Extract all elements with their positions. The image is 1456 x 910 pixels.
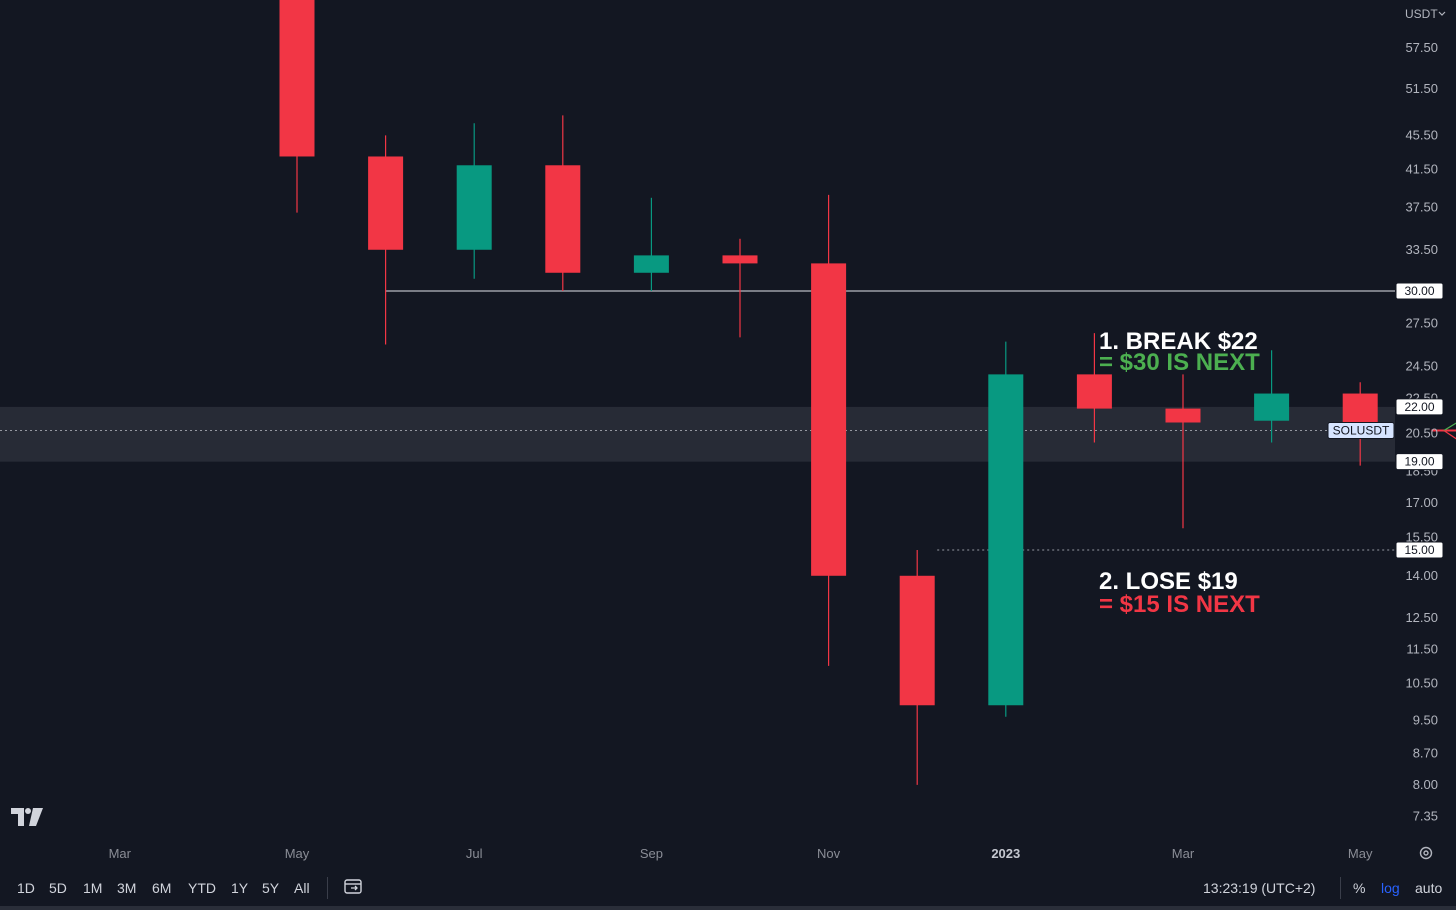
candle-2023-02[interactable] — [1076, 333, 1112, 443]
symbol-price-tag-text: SOLUSDT — [1333, 424, 1390, 438]
price-tag-30-text: 30.00 — [1404, 284, 1434, 298]
candle-2022-08[interactable] — [545, 115, 581, 291]
candle-2022-07[interactable] — [456, 123, 492, 279]
price-tick-label: 20.50 — [1405, 425, 1438, 440]
price-tick-label: 24.50 — [1405, 359, 1438, 374]
range-button-3m[interactable]: 3M — [117, 880, 137, 896]
annotation-break-line2: = $30 IS NEXT — [1099, 349, 1260, 376]
candle-body — [279, 0, 315, 157]
time-tick-label: Mar — [109, 846, 132, 861]
candle-2023-04[interactable] — [1254, 350, 1290, 443]
annotation-lose-line1: 2. LOSE $19 — [1099, 568, 1238, 595]
candle-2022-12[interactable] — [899, 550, 935, 785]
price-tick-label: 8.70 — [1413, 746, 1438, 761]
zone-rect — [0, 406, 1395, 462]
candle-2023-03[interactable] — [1165, 374, 1201, 529]
price-tick-label: 45.50 — [1405, 127, 1438, 142]
annotation-break-line1: 1. BREAK $22 — [1099, 328, 1258, 355]
price-axis[interactable]: 57.50 51.50 45.50 41.50 37.50 33.50 27.50 24.50… — [1327, 40, 1444, 824]
range-button-6m[interactable]: 6M — [152, 880, 172, 896]
toolbar-divider — [327, 877, 328, 899]
price-tag-30[interactable]: 30.00 — [1395, 282, 1444, 300]
price-tag-19-text: 19.00 — [1404, 455, 1434, 469]
time-tick-label: Mar — [1172, 846, 1195, 861]
bullish-scenario-path — [1443, 422, 1456, 432]
time-tick-label: Sep — [640, 846, 663, 861]
price-tick-label: 15.50 — [1405, 530, 1438, 545]
candle-2022-05[interactable] — [279, 0, 315, 213]
candle-2022-06[interactable] — [368, 135, 404, 345]
auto-scale-toggle[interactable]: auto — [1415, 880, 1443, 896]
time-axis[interactable]: Nov2022MarMayJulSepNov2023MarMayJulSepNo… — [0, 846, 1456, 861]
price-tick-label: 8.00 — [1413, 777, 1438, 792]
price-tick-label: 11.50 — [1406, 641, 1438, 656]
candle-2023-01[interactable] — [988, 341, 1024, 717]
candle-body — [899, 575, 935, 706]
candle-body — [368, 156, 404, 250]
candle-body — [988, 374, 1024, 706]
candle-body — [1165, 408, 1201, 423]
price-tick-label: 57.50 — [1405, 40, 1438, 55]
toolbar-divider — [1340, 877, 1341, 899]
price-tag-19[interactable]: 19.00 — [1395, 453, 1444, 471]
candle-body — [456, 165, 492, 250]
currency-label[interactable]: USDT — [1405, 7, 1438, 21]
candles-layer — [279, 0, 1456, 785]
time-tick-label: Nov — [817, 846, 841, 861]
candle-body — [1254, 393, 1290, 421]
bottom-border — [0, 906, 1456, 910]
gear-icon[interactable] — [1418, 845, 1434, 861]
clock-display[interactable]: 13:23:19 (UTC+2) — [1203, 880, 1316, 896]
chevron-down-icon[interactable] — [1438, 11, 1446, 16]
candle-body — [811, 263, 847, 576]
price-tick-label: 41.50 — [1405, 162, 1438, 177]
range-button-5d[interactable]: 5D — [49, 880, 67, 896]
price-tick-label: 37.50 — [1405, 200, 1438, 215]
time-tick-label: 2023 — [991, 846, 1020, 861]
price-tick-label: 12.50 — [1405, 610, 1438, 625]
price-tick-label: 17.00 — [1405, 495, 1438, 510]
time-tick-label: May — [285, 846, 310, 861]
range-button-all[interactable]: All — [294, 880, 310, 896]
candle-2022-11[interactable] — [811, 194, 847, 666]
calendar-goto-icon[interactable] — [344, 878, 362, 894]
price-tick-label: 51.50 — [1405, 81, 1438, 96]
candle-2022-09[interactable] — [633, 197, 669, 291]
price-tick-label: 9.50 — [1413, 713, 1438, 728]
support-resistance-zone-layer — [0, 406, 1395, 462]
bottom-toolbar: 1D 5D 1M 3M 6M YTD 1Y 5Y All 13:23:19 (U… — [0, 868, 1456, 907]
range-button-5y[interactable]: 5Y — [262, 880, 280, 896]
range-button-1y[interactable]: 1Y — [231, 880, 249, 896]
price-tick-label: 10.50 — [1405, 675, 1438, 690]
annotation-lose-line2: = $15 IS NEXT — [1099, 591, 1260, 618]
annotations-layer: 1. BREAK $22 = $30 IS NEXT 2. LOSE $19 =… — [1099, 328, 1260, 618]
candle-body — [545, 165, 581, 273]
range-button-1m[interactable]: 1M — [83, 880, 103, 896]
log-scale-toggle[interactable]: log — [1381, 880, 1400, 896]
price-tick-label: 7.35 — [1413, 809, 1438, 824]
time-tick-label: May — [1348, 846, 1373, 861]
price-tag-22-text: 22.00 — [1404, 400, 1434, 414]
candle-body — [1076, 374, 1112, 409]
price-tag-15-text: 15.00 — [1404, 543, 1434, 557]
price-tag-22[interactable]: 22.00 — [1395, 398, 1444, 416]
price-tag-15[interactable]: 15.00 — [1395, 541, 1444, 559]
symbol-price-tag[interactable]: SOLUSDT — [1327, 422, 1395, 440]
candle-body — [633, 255, 669, 273]
price-tick-label: 27.50 — [1405, 316, 1438, 331]
percent-scale-toggle[interactable]: % — [1353, 880, 1366, 896]
price-chart[interactable]: 57.50 51.50 45.50 41.50 37.50 33.50 27.50 24.50… — [0, 0, 1456, 868]
price-tick-label: 14.00 — [1405, 568, 1438, 583]
range-button-1d[interactable]: 1D — [17, 880, 35, 896]
time-tick-label: Jul — [466, 846, 483, 861]
candle-body — [722, 255, 758, 264]
range-button-ytd[interactable]: YTD — [188, 880, 216, 896]
tradingview-logo-icon — [11, 808, 43, 826]
price-tick-label: 33.50 — [1405, 242, 1438, 257]
scenario-paths-layer — [1443, 422, 1456, 440]
candle-2022-10[interactable] — [722, 238, 758, 338]
bearish-scenario-path — [1443, 430, 1456, 440]
